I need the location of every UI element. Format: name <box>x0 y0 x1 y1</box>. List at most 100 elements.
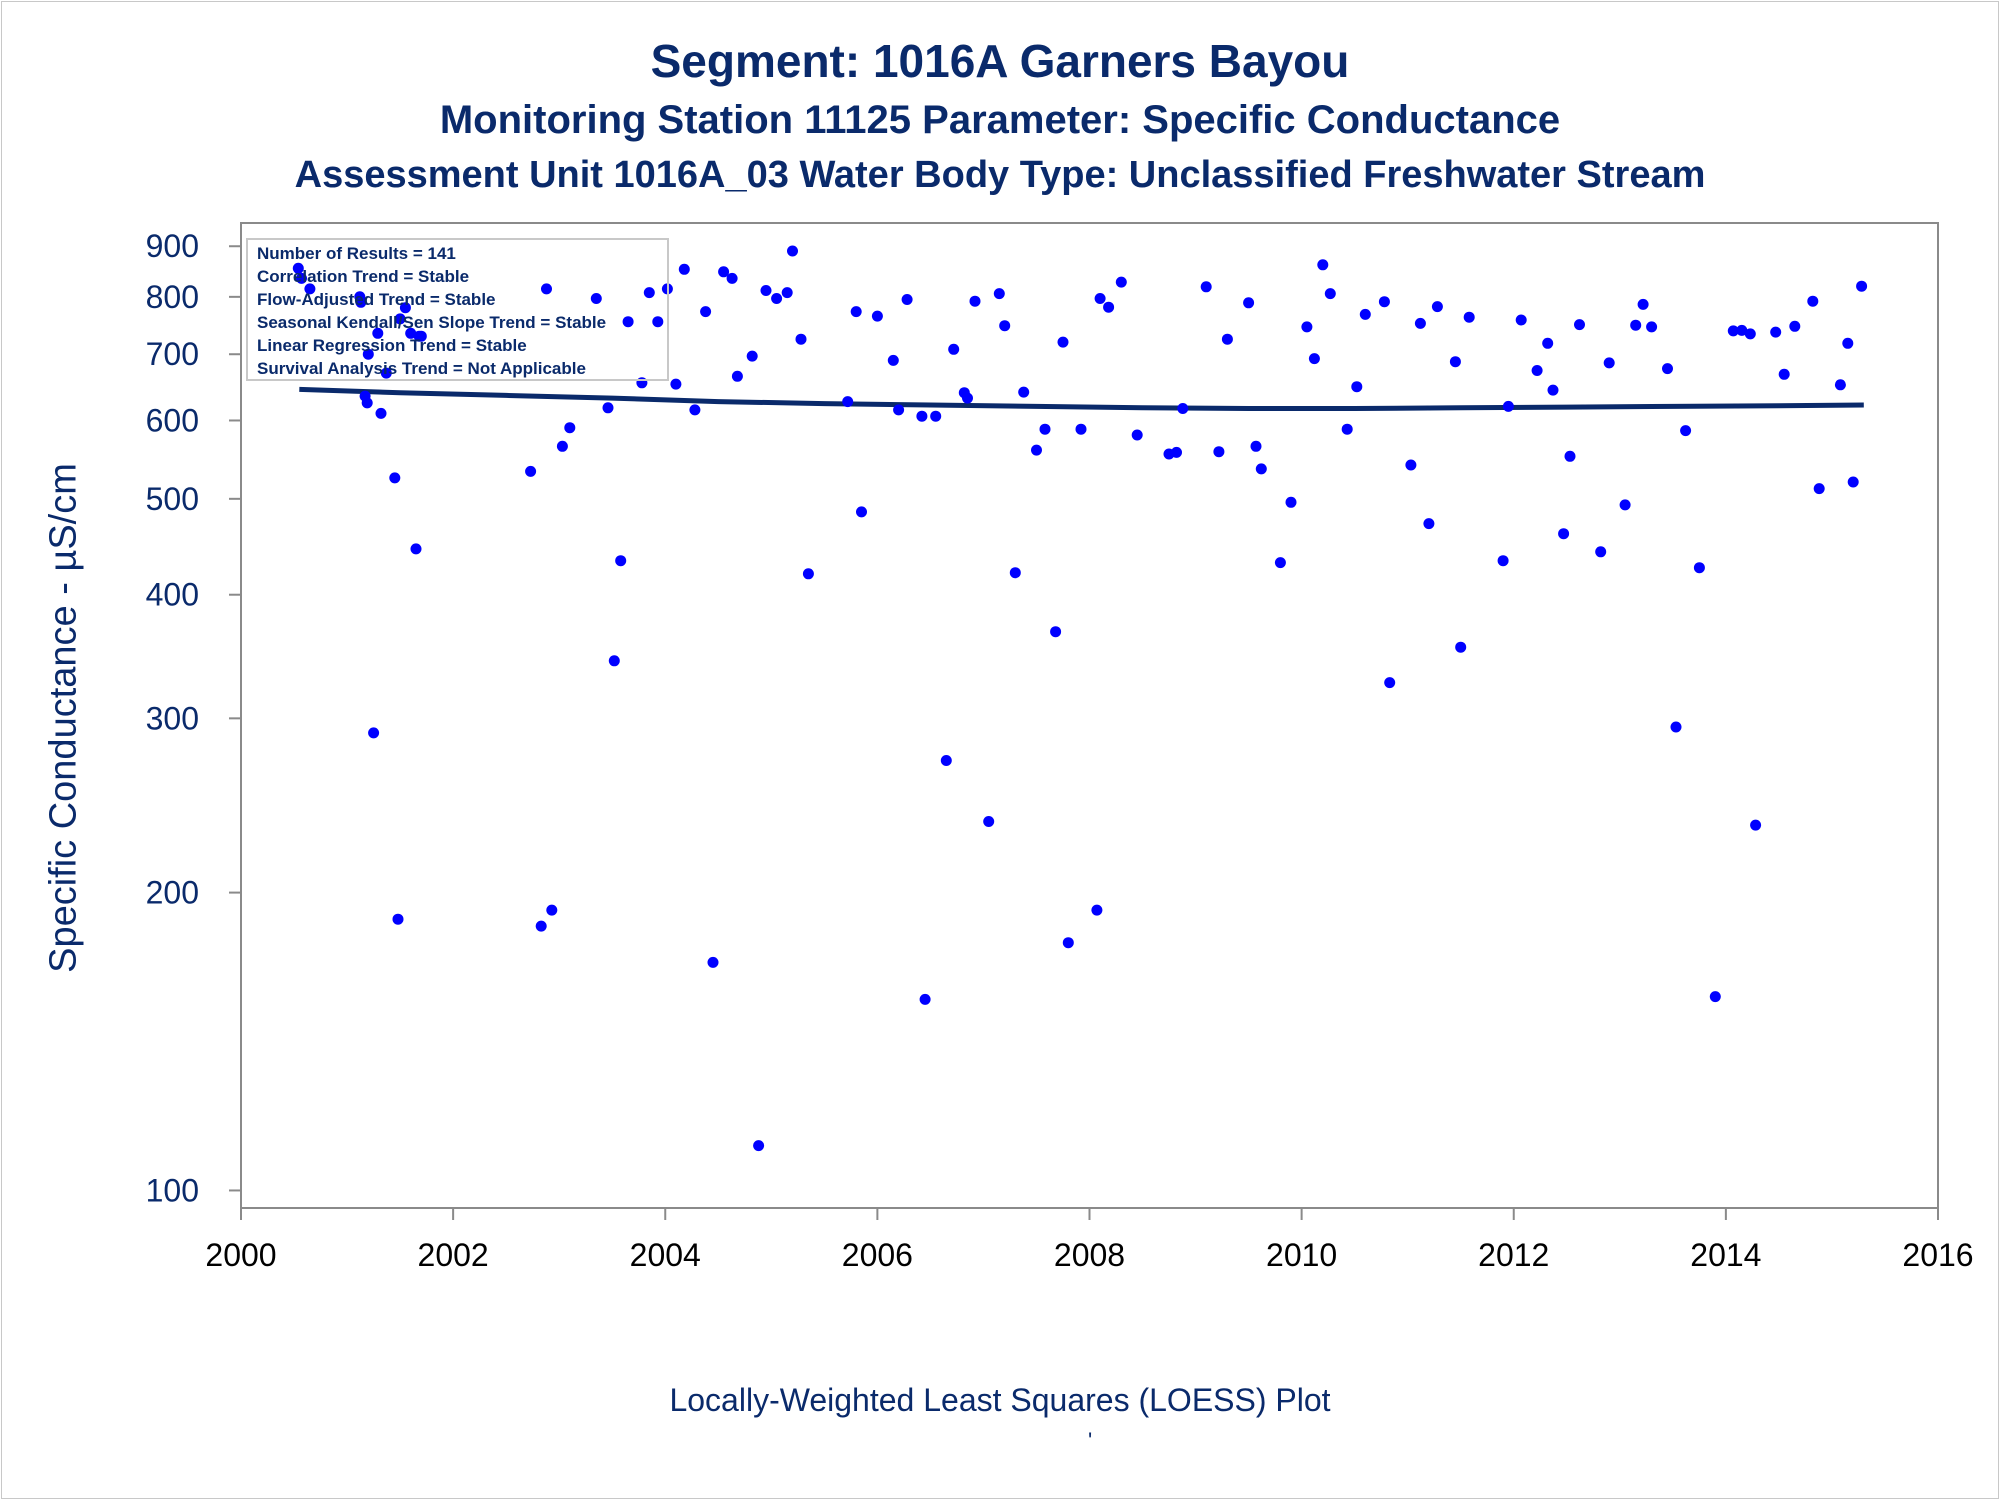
data-point <box>410 543 422 555</box>
y-tick-label: 300 <box>146 700 199 736</box>
data-point <box>292 262 304 274</box>
trend-layer <box>299 386 1864 411</box>
data-point <box>1324 288 1336 300</box>
data-point <box>1564 450 1576 462</box>
data-point <box>1646 321 1658 333</box>
data-point <box>1547 384 1559 396</box>
data-point <box>1213 446 1225 458</box>
data-point <box>602 402 614 414</box>
stats-inset: Number of Results = 141 Correlation Trend… <box>246 238 669 381</box>
data-point <box>670 378 682 390</box>
data-point <box>787 245 798 257</box>
data-point <box>1075 423 1087 435</box>
data-point <box>1301 321 1313 333</box>
data-point <box>304 283 316 295</box>
stats-line: Number of Results = 141 <box>257 244 456 263</box>
data-point <box>1574 319 1585 331</box>
data-point <box>850 306 862 318</box>
data-point <box>916 410 928 422</box>
data-point <box>1789 320 1801 332</box>
data-point <box>731 370 743 382</box>
data-point <box>1515 314 1527 326</box>
data-point <box>392 913 404 925</box>
x-tick-label: 2008 <box>1054 1237 1125 1273</box>
data-point <box>1778 368 1790 380</box>
data-point <box>1050 626 1062 638</box>
data-point <box>1502 400 1514 412</box>
data-point <box>1603 357 1615 369</box>
data-point <box>993 288 1005 300</box>
data-point <box>1274 557 1286 569</box>
data-point <box>1693 562 1705 574</box>
chart-subtitle-2: Assessment Unit 1016A_03 Water Body Type… <box>294 154 1706 196</box>
data-point <box>389 472 401 484</box>
data-point <box>556 440 568 452</box>
data-point <box>1177 403 1189 414</box>
data-point <box>707 956 719 968</box>
data-point <box>535 920 547 932</box>
chart-subtitle: Monitoring Station 11125 Parameter: Spec… <box>439 98 1561 142</box>
data-point <box>1317 259 1329 271</box>
data-point <box>1727 325 1739 337</box>
stats-line: Linear Regression Trend = Stable <box>257 336 527 355</box>
y-tick-label: 100 <box>146 1172 199 1208</box>
stats-line: Correlation Trend = Stable <box>257 267 469 286</box>
data-point <box>802 568 814 580</box>
x-tick-label: 2000 <box>205 1237 276 1273</box>
data-point <box>842 396 854 408</box>
data-point <box>1770 326 1782 338</box>
data-point <box>1558 528 1570 540</box>
data-point <box>1384 677 1396 689</box>
data-point <box>871 310 883 322</box>
chart-footnote: Locally-Weighted Least Squares (LOESS) P… <box>669 1382 1331 1418</box>
data-point <box>1131 429 1143 441</box>
data-point <box>1221 333 1233 345</box>
data-point <box>1308 353 1320 365</box>
data-point <box>399 302 411 314</box>
data-point <box>1039 423 1051 435</box>
data-point <box>1856 280 1868 292</box>
y-tick-label: 700 <box>146 336 199 372</box>
x-tick-label: 2016 <box>1902 1237 1973 1273</box>
data-point <box>1378 296 1390 308</box>
data-point <box>590 293 602 304</box>
data-point <box>1431 301 1443 313</box>
data-point <box>405 327 417 339</box>
data-point <box>1847 476 1859 488</box>
data-point <box>760 285 772 296</box>
data-point <box>1670 721 1682 733</box>
data-point <box>361 397 373 409</box>
data-point <box>969 295 981 307</box>
data-point <box>948 343 960 355</box>
data-point <box>608 655 620 667</box>
data-point <box>1595 546 1607 558</box>
data-point <box>1250 440 1262 452</box>
y-tick-label: 200 <box>146 875 199 911</box>
y-tick-label: 900 <box>146 228 199 264</box>
data-point <box>525 465 537 477</box>
data-point <box>1057 336 1069 348</box>
stats-line: Survival Analysis Trend = Not Applicable <box>257 359 586 378</box>
x-tick-label: 2002 <box>418 1237 489 1273</box>
data-point <box>1455 641 1467 653</box>
data-point <box>564 422 576 434</box>
data-point <box>1542 337 1554 349</box>
data-point <box>368 727 380 739</box>
data-point <box>856 506 867 518</box>
data-point <box>700 306 712 318</box>
data-point <box>1359 308 1371 320</box>
data-point <box>1255 463 1267 475</box>
data-point <box>1091 904 1103 916</box>
data-point <box>771 293 783 304</box>
data-point <box>1009 567 1021 579</box>
data-point <box>718 266 730 278</box>
data-point <box>362 348 374 360</box>
data-point <box>689 404 701 416</box>
data-point <box>1115 276 1127 288</box>
stats-line: Seasonal Kendall/Sen Slope Trend = Stabl… <box>257 313 606 332</box>
data-point <box>940 755 952 766</box>
data-point <box>1031 444 1042 456</box>
data-point <box>1736 324 1748 336</box>
data-point <box>1341 423 1353 435</box>
x-tick-label: 2010 <box>1266 1237 1337 1273</box>
